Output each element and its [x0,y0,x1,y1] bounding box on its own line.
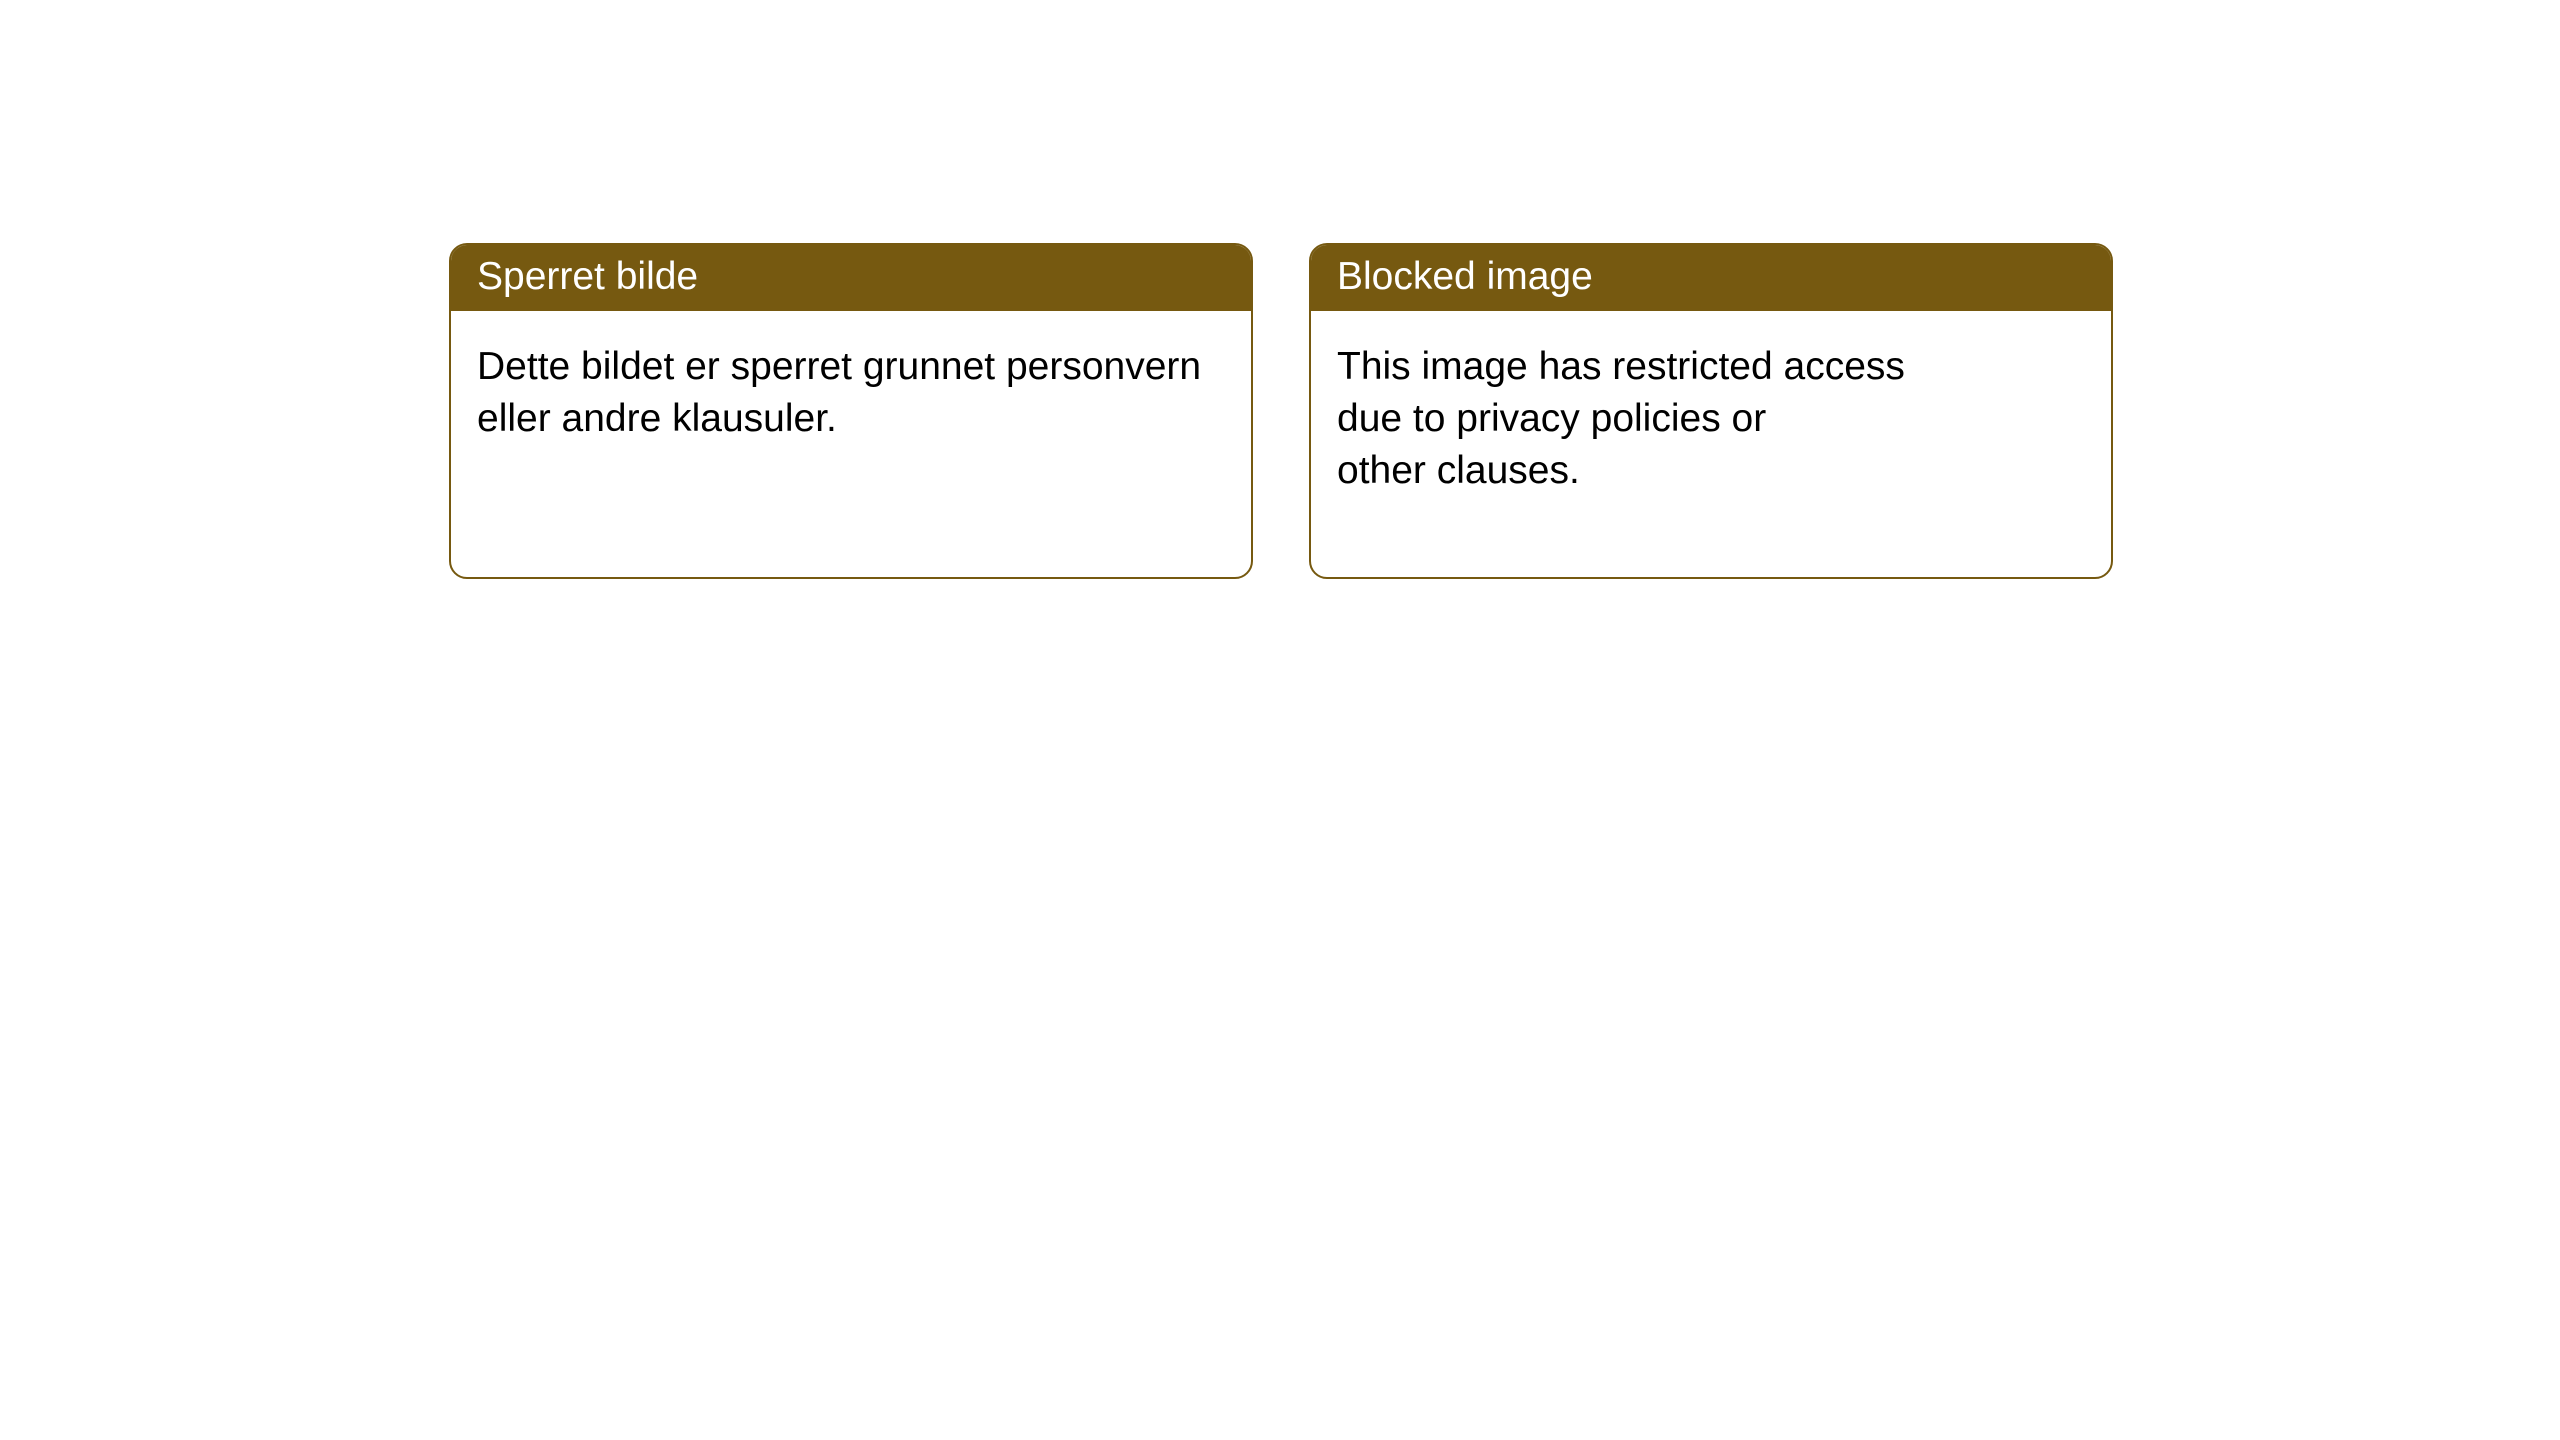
blocked-image-card-en: Blocked image This image has restricted … [1309,243,2113,579]
notice-container: Sperret bilde Dette bildet er sperret gr… [0,0,2560,579]
card-body-no: Dette bildet er sperret grunnet personve… [451,311,1251,475]
blocked-image-card-no: Sperret bilde Dette bildet er sperret gr… [449,243,1253,579]
card-title-en: Blocked image [1311,245,2111,311]
card-body-en: This image has restricted access due to … [1311,311,2001,527]
card-title-no: Sperret bilde [451,245,1251,311]
